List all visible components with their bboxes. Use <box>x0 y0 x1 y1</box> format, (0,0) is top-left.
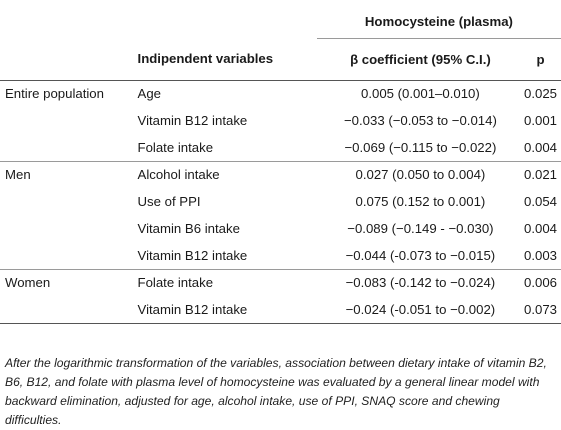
column-header-beta: β coefficient (95% C.I.) <box>316 38 524 81</box>
regression-table: Homocysteine (plasma) Indipendent variab… <box>0 0 561 324</box>
row-variable: Folate intake <box>137 139 214 155</box>
row-p-value: 0.004 <box>523 139 557 155</box>
row-variable: Vitamin B12 intake <box>132 296 317 324</box>
table-row: Men Alcohol intake 0.027 (0.050 to 0.004… <box>0 160 561 188</box>
row-variable: Alcohol intake <box>132 160 317 188</box>
row-variable: Vitamin B12 intake <box>137 247 248 263</box>
group-header-homocysteine: Homocysteine (plasma) <box>316 0 561 39</box>
table-row: Use of PPI 0.075 (0.152 to 0.001) 0.054 <box>0 188 561 215</box>
row-beta: −0.089 (−0.149 - −0.030) <box>347 221 494 236</box>
table-row: Women Folate intake −0.083 (-0.142 to −0… <box>0 268 561 296</box>
column-header-p: p <box>523 38 561 81</box>
row-beta: −0.033 (−0.053 to −0.014) <box>343 113 497 128</box>
row-group-label: Entire population <box>5 86 104 102</box>
row-p-value: 0.003 <box>523 247 557 263</box>
table-footnote: After the logarithmic transformation of … <box>5 356 547 428</box>
table-row: Folate intake −0.069 (−0.115 to −0.022) … <box>0 134 561 161</box>
empty-header-cell <box>0 0 133 38</box>
row-group-label <box>0 107 133 134</box>
row-group-label <box>0 296 133 324</box>
row-group-label <box>0 188 133 215</box>
row-variable: Vitamin B12 intake <box>137 113 248 128</box>
row-beta: −0.083 (-0.142 to −0.024) <box>316 268 524 296</box>
row-p-value: 0.004 <box>523 221 557 236</box>
table-group-header-row: Homocysteine (plasma) <box>0 0 561 39</box>
empty-header-cell <box>133 0 317 38</box>
table-row: Vitamin B6 intake −0.089 (−0.149 - −0.03… <box>0 215 561 242</box>
table-column-header-row: Indipendent variables β coefficient (95%… <box>0 38 561 81</box>
row-group-label <box>0 215 133 242</box>
table-row: Vitamin B12 intake −0.033 (−0.053 to −0.… <box>0 107 561 134</box>
column-header-variable: Indipendent variables <box>132 38 317 81</box>
row-variable: Use of PPI <box>137 194 201 209</box>
row-p-value: 0.001 <box>523 113 557 128</box>
row-p-value: 0.025 <box>523 86 557 102</box>
column-header-group <box>0 38 133 81</box>
row-beta: 0.075 (0.152 to 0.001) <box>355 194 486 209</box>
table-row: Entire population Age 0.005 (0.001–0.010… <box>0 80 561 107</box>
row-p-value: 0.054 <box>523 194 557 209</box>
row-p-value: 0.073 <box>523 296 561 324</box>
row-group-label <box>0 134 133 161</box>
row-group-label: Men <box>0 160 133 188</box>
row-beta: −0.024 (-0.051 to −0.002) <box>316 296 524 324</box>
row-variable: Vitamin B6 intake <box>137 221 240 236</box>
row-p-value: 0.006 <box>523 268 561 296</box>
table-row: Vitamin B12 intake −0.024 (-0.051 to −0.… <box>0 296 561 324</box>
row-group-label: Women <box>0 268 133 296</box>
table-row: Vitamin B12 intake −0.044 (-0.073 to −0.… <box>0 242 561 269</box>
row-beta: 0.005 (0.001–0.010) <box>361 86 480 102</box>
row-variable: Folate intake <box>132 268 317 296</box>
row-variable: Age <box>137 86 161 102</box>
row-p-value: 0.021 <box>523 160 561 188</box>
row-beta: −0.069 (−0.115 to −0.022) <box>344 139 497 155</box>
row-beta: −0.044 (-0.073 to −0.015) <box>345 247 496 263</box>
row-beta: 0.027 (0.050 to 0.004) <box>316 160 524 188</box>
row-group-label <box>0 242 133 269</box>
